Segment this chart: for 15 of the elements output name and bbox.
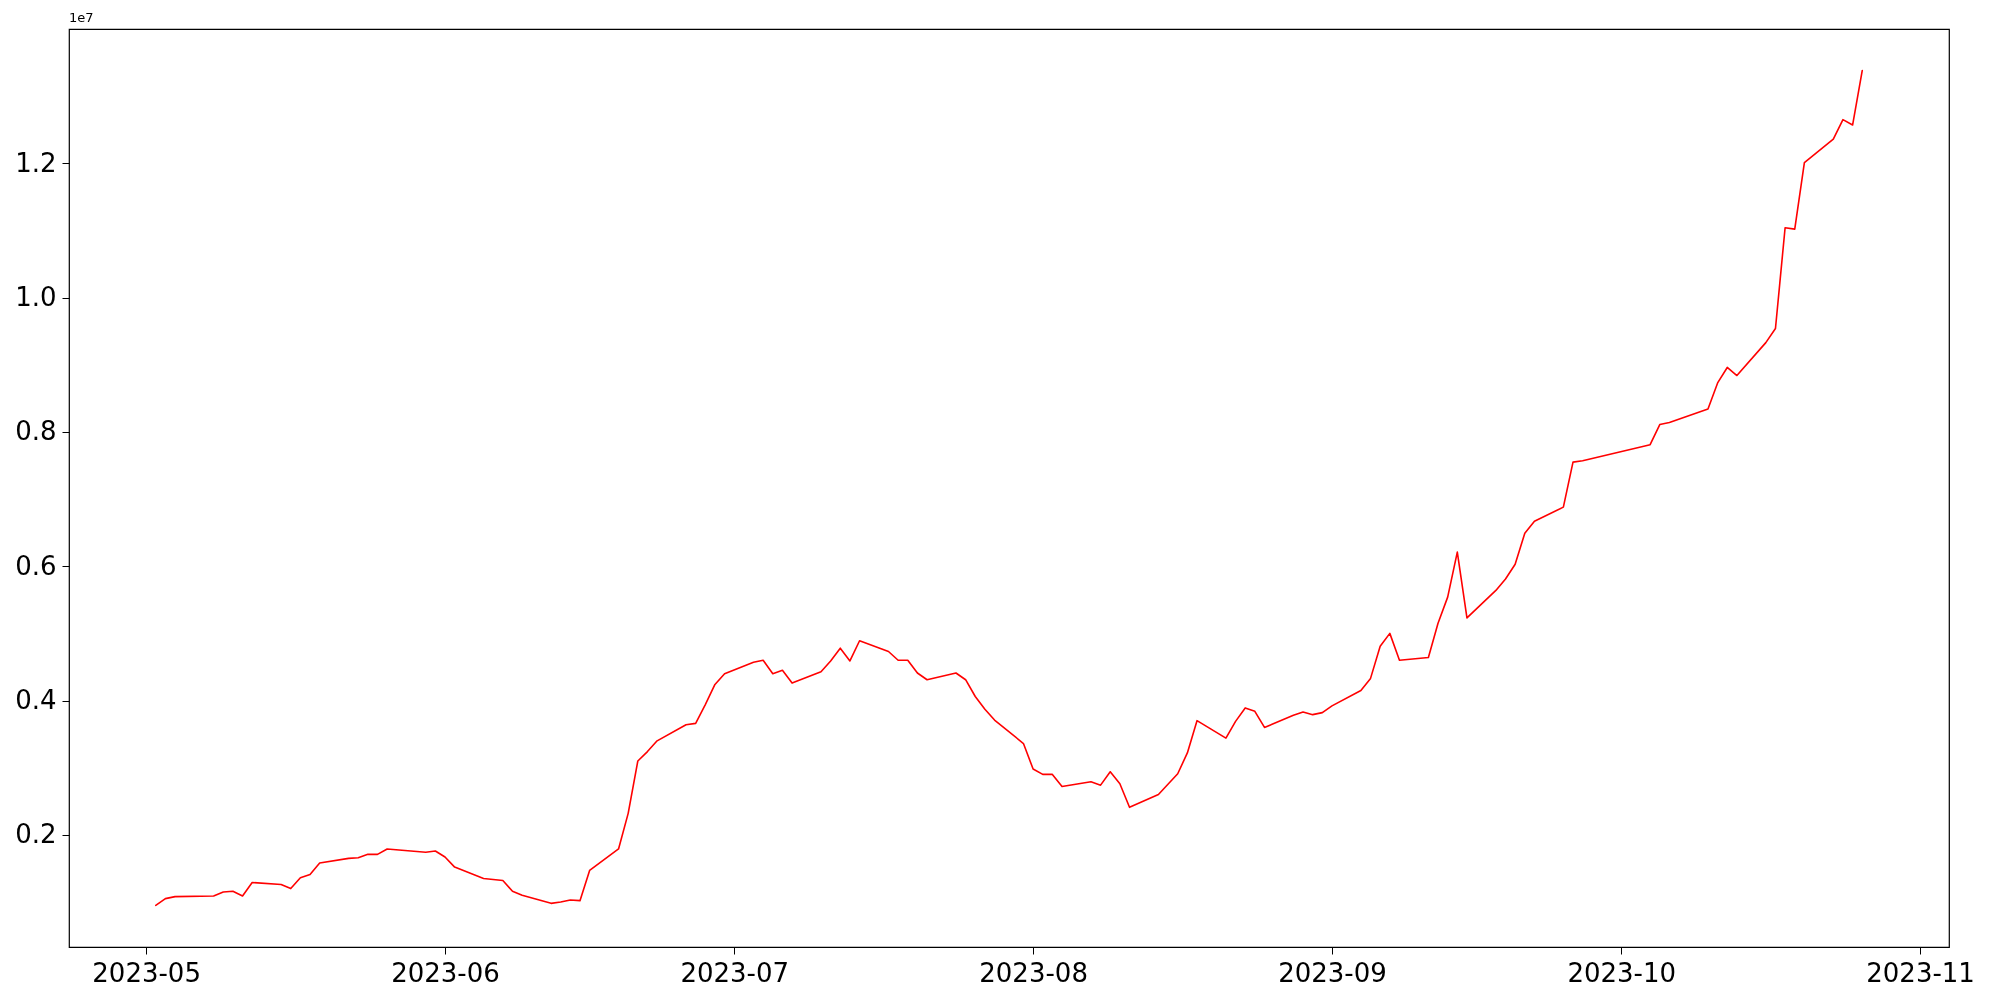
line-series xyxy=(154,69,1864,907)
x-tick-label: 2023-05 xyxy=(92,957,201,988)
y-tick-label: 0.8 xyxy=(15,416,57,447)
x-tick-label: 2023-07 xyxy=(680,957,790,988)
x-tick-label: 2023-11 xyxy=(1866,957,1975,988)
y-tick-label: 0.2 xyxy=(15,819,57,850)
x-tick-label: 2023-08 xyxy=(979,957,1088,988)
x-tick-label: 2023-10 xyxy=(1567,957,1677,988)
y-tick-label: 1.2 xyxy=(15,147,57,178)
x-tick-label: 2023-09 xyxy=(1278,957,1387,988)
x-tick-label: 2023-06 xyxy=(391,957,500,988)
y-tick-label: 0.4 xyxy=(15,685,57,716)
text: 1e7 xyxy=(69,10,94,25)
y-tick-label: 1.0 xyxy=(15,282,57,313)
y-tick-label: 0.6 xyxy=(15,550,57,581)
